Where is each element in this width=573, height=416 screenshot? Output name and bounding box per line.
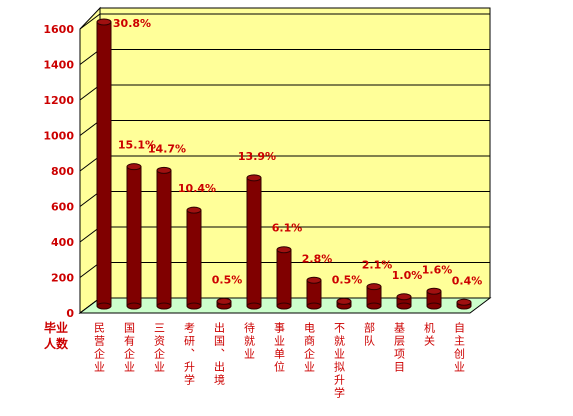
grid-line xyxy=(79,13,490,30)
bar-base xyxy=(426,302,442,310)
x-tick-label: 出国、出境 xyxy=(213,321,226,387)
value-label: 14.7% xyxy=(148,142,186,155)
y-tick-label: 1000 xyxy=(43,130,74,143)
x-tick-label: 机关 xyxy=(423,321,436,348)
bar-top xyxy=(216,297,232,305)
bar xyxy=(96,21,112,307)
y-tick-label: 1200 xyxy=(43,94,74,107)
x-tick-label: 基层项目 xyxy=(393,322,406,374)
bar-base xyxy=(396,302,412,310)
bar-base xyxy=(186,302,202,310)
bar-base xyxy=(306,302,322,310)
value-label: 2.1% xyxy=(362,259,393,272)
x-tick-label: 国有企业 xyxy=(123,322,136,374)
value-label: 0.5% xyxy=(212,273,243,286)
y-axis-label: 毕业人数 xyxy=(44,321,69,351)
x-tick-label: 事业单位 xyxy=(273,322,286,374)
bar-top xyxy=(306,276,322,284)
x-tick-label: 不就业拟升学 xyxy=(333,322,346,400)
bar-base xyxy=(276,302,292,310)
bar xyxy=(186,209,202,307)
bar-base xyxy=(246,302,262,310)
bar xyxy=(246,177,262,307)
bar xyxy=(126,166,142,307)
y-tick-label: 800 xyxy=(51,165,74,178)
y-tick-label: 0 xyxy=(66,307,74,320)
value-label: 0.4% xyxy=(452,274,483,287)
bar xyxy=(306,279,322,307)
bar-top xyxy=(96,18,112,26)
y-tick-label: 1400 xyxy=(43,59,74,72)
bar-top xyxy=(396,293,412,301)
y-tick-label: 600 xyxy=(51,201,74,214)
bar-top xyxy=(156,166,172,174)
y-tick-label: 1600 xyxy=(43,23,74,36)
bar xyxy=(276,249,292,307)
bar-top xyxy=(246,174,262,182)
bar-top xyxy=(456,298,472,306)
value-label: 10.4% xyxy=(178,182,216,195)
value-label: 15.1% xyxy=(118,139,156,152)
value-label: 30.8% xyxy=(113,17,151,30)
y-tick-label: 200 xyxy=(51,272,74,285)
value-label: 1.0% xyxy=(392,269,423,282)
bar-base xyxy=(366,302,382,310)
x-tick-label: 民营企业 xyxy=(93,322,106,374)
x-tick-label: 部队 xyxy=(363,321,376,348)
value-label: 6.1% xyxy=(272,222,303,235)
bar-top xyxy=(186,206,202,214)
value-label: 0.5% xyxy=(332,273,363,286)
bar-top xyxy=(366,283,382,291)
bar-top xyxy=(426,287,442,295)
value-label: 13.9% xyxy=(238,150,276,163)
bar-top xyxy=(276,246,292,254)
x-tick-label: 考研、升学 xyxy=(183,322,196,387)
bar-base xyxy=(126,302,142,310)
x-tick-label: 自主创业 xyxy=(453,322,466,374)
bar-base xyxy=(96,302,112,310)
bar-top xyxy=(336,297,352,305)
value-label: 2.8% xyxy=(302,252,333,265)
bar-base xyxy=(156,302,172,310)
value-label: 1.6% xyxy=(422,263,453,276)
bar xyxy=(156,169,172,307)
x-tick-label: 三资企业 xyxy=(153,322,166,374)
bar-top xyxy=(126,163,142,171)
x-tick-label: 待就业 xyxy=(243,321,256,361)
y-tick-label: 400 xyxy=(51,236,74,249)
x-tick-label: 电商企业 xyxy=(303,322,316,374)
